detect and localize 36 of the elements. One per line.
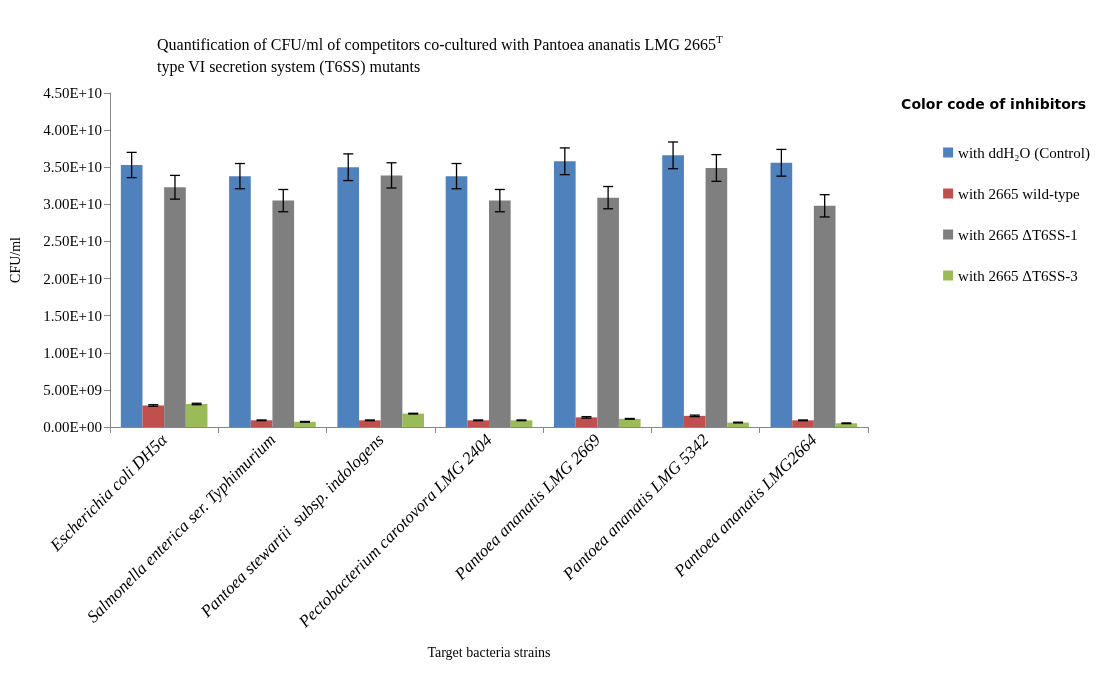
y-tick-label: 3.00E+10: [43, 196, 102, 213]
bar: [250, 420, 273, 427]
y-tick-label: 2.00E+10: [43, 270, 102, 287]
bar: [337, 167, 360, 427]
legend-label: with 2665 ΔT6SS-3: [958, 267, 1078, 284]
bar: [575, 417, 598, 427]
bar: [120, 165, 143, 427]
y-tick-label: 2.50E+10: [43, 233, 102, 250]
bar: [294, 421, 316, 427]
bar: [142, 405, 165, 427]
bar: [770, 162, 793, 427]
y-tick-label: 1.00E+10: [43, 344, 102, 361]
legend-label: with ddH₂O (Control): [958, 144, 1090, 162]
legend-label: with 2665 ΔT6SS-1: [958, 226, 1078, 243]
y-tick-label: 4.00E+10: [43, 122, 102, 139]
y-axis-title: CFU/ml: [7, 236, 23, 283]
bar: [510, 420, 533, 427]
bar: [683, 415, 706, 427]
y-tick-label: 3.50E+10: [43, 159, 102, 176]
y-tick-label: 0.00E+00: [43, 419, 102, 435]
bar: [402, 413, 425, 427]
legend-title: Color code of inhibitors: [901, 96, 1087, 112]
y-tick-label: 1.50E+10: [43, 307, 102, 324]
bar: [467, 420, 489, 427]
bar: [618, 418, 641, 427]
bar: [359, 420, 381, 427]
bar: [792, 420, 814, 427]
bar: [553, 161, 576, 427]
bar: [445, 176, 468, 427]
y-tick-label: 5.00E+09: [43, 381, 102, 398]
bar: [229, 176, 251, 427]
x-axis-title: Target bacteria strains: [427, 644, 551, 660]
y-tick-label: 4.50E+10: [43, 85, 102, 101]
bar: [185, 403, 208, 427]
bar: [662, 155, 684, 427]
legend-label: with 2665 wild-type: [958, 185, 1081, 202]
